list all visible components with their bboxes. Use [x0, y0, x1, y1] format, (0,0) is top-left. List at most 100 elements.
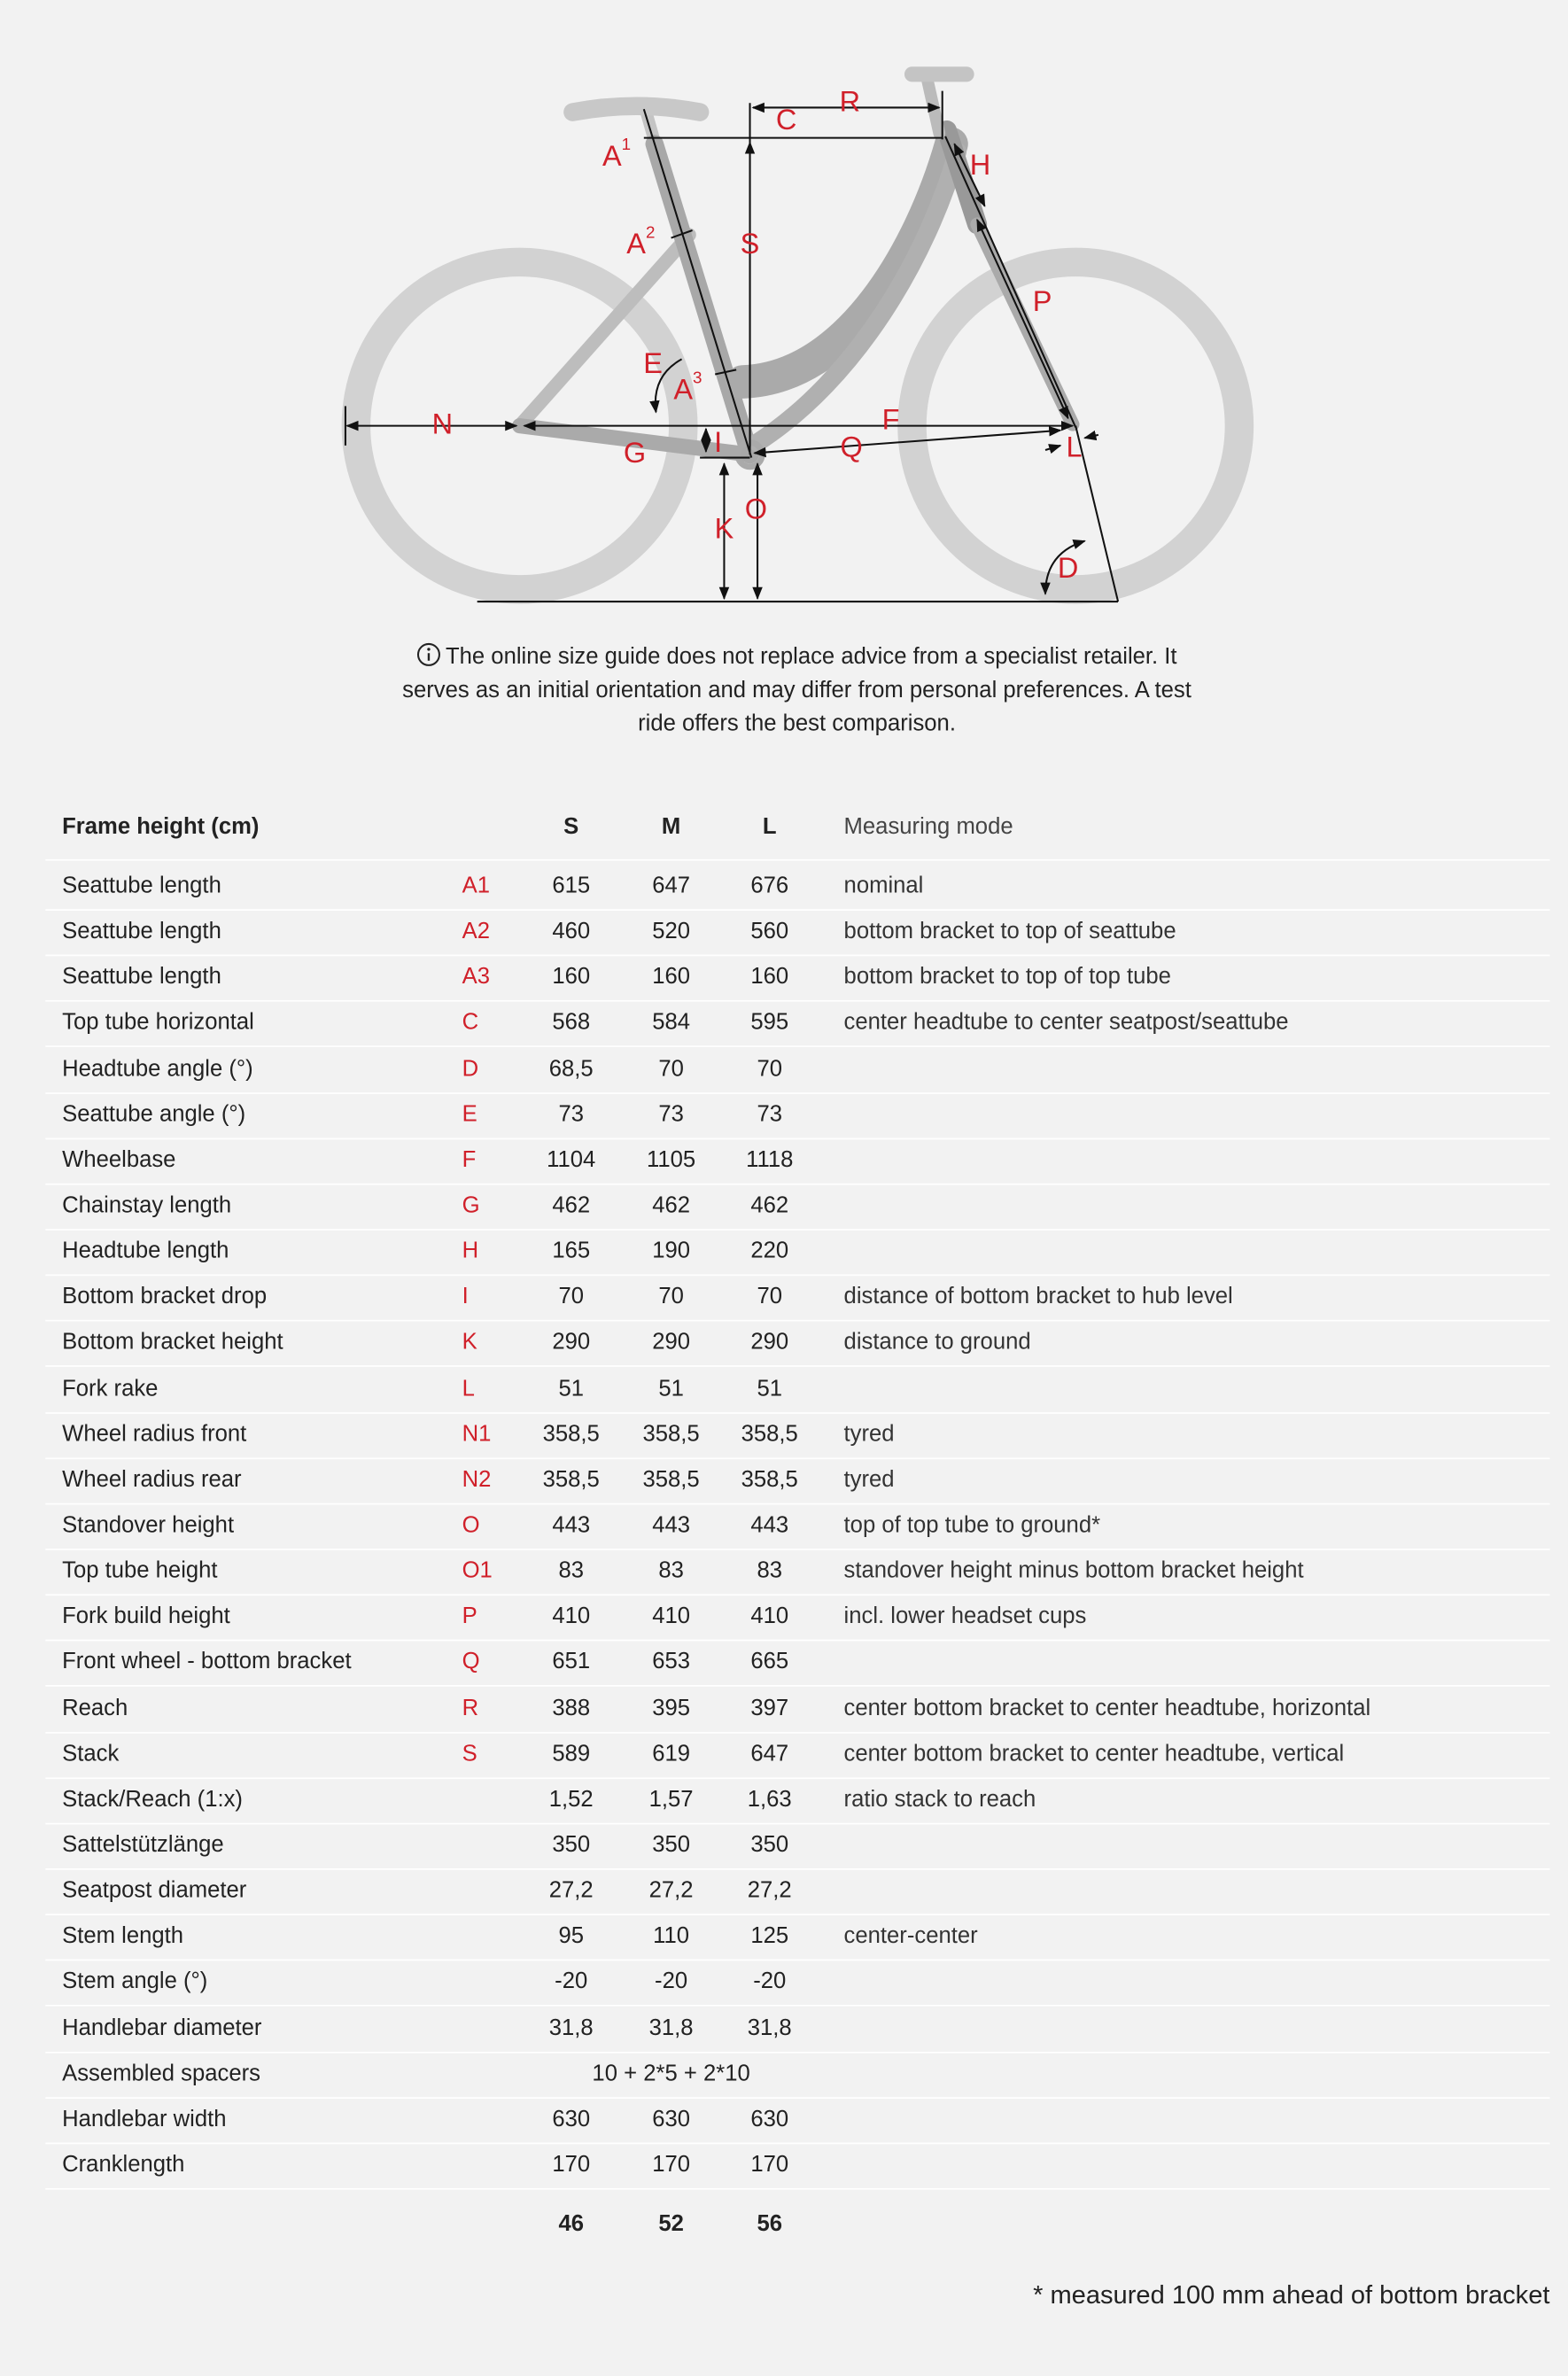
- row-value: 410: [652, 1603, 690, 1630]
- row-name: Cranklength: [62, 2151, 185, 2178]
- row-value: 70: [658, 1284, 684, 1310]
- label-letter: A: [602, 139, 622, 171]
- row-value: 568: [552, 1009, 591, 1036]
- row-value: 83: [658, 1557, 684, 1584]
- label-letter: A: [626, 228, 646, 260]
- row-value: 31,8: [648, 2015, 694, 2041]
- row-mode: center bottom bracket to center headtube…: [843, 1695, 1371, 1721]
- row-divider: [45, 1138, 1550, 1139]
- dimension-label: D: [1058, 552, 1078, 584]
- row-code: H: [462, 1238, 479, 1264]
- row-code: A3: [462, 964, 490, 990]
- row-value: 443: [552, 1511, 591, 1539]
- dimension-label: I: [714, 426, 722, 458]
- row-name: Wheelbase: [62, 1146, 176, 1173]
- row-value: 520: [652, 918, 690, 944]
- row-value: -20: [555, 1968, 588, 1995]
- row-divider: [45, 1000, 1550, 1003]
- label-letter: P: [1033, 285, 1052, 317]
- label-letter: R: [840, 85, 860, 117]
- row-name: Reach: [62, 1695, 128, 1721]
- row-value: 27,2: [548, 1877, 594, 1904]
- row-value: 647: [652, 873, 690, 899]
- row-divider: [45, 2005, 1550, 2007]
- row-mode: distance of bottom bracket to hub level: [843, 1284, 1233, 1310]
- shape-line: [976, 218, 1069, 420]
- footnote: * measured 100 mm ahead of bottom bracke…: [1033, 2280, 1550, 2310]
- label-sup: 3: [693, 369, 702, 387]
- row-mode: incl. lower headset cups: [843, 1603, 1087, 1630]
- row-name: Fork rake: [62, 1375, 159, 1402]
- row-value: 70: [658, 1055, 684, 1082]
- row-name: Fork build height: [62, 1603, 230, 1630]
- row-value: 350: [552, 1831, 591, 1858]
- row-divider: [45, 1822, 1550, 1825]
- shape-path: [1040, 539, 1086, 595]
- row-mode: ratio stack to reach: [843, 1786, 1036, 1813]
- row-code: S: [462, 1740, 477, 1766]
- shape-line: [512, 228, 696, 433]
- row-name: Standover height: [62, 1511, 235, 1539]
- info-icon: [417, 642, 441, 666]
- row-value: 73: [658, 1100, 684, 1128]
- header-size: M: [661, 813, 681, 840]
- row-value: 358,5: [542, 1420, 600, 1447]
- row-code: G: [462, 1192, 480, 1219]
- shape-line: [714, 369, 737, 376]
- footer-size: 52: [658, 2210, 684, 2237]
- row-value: 630: [552, 2106, 591, 2132]
- row-divider: [45, 2187, 1550, 2190]
- shape-line: [642, 108, 753, 458]
- dimension-label: L: [1066, 431, 1082, 462]
- row-value: -20: [655, 1968, 688, 1995]
- row-value: 83: [558, 1557, 584, 1584]
- label-letter: C: [776, 103, 796, 135]
- row-name: Headtube angle (°): [62, 1055, 253, 1082]
- row-value: 460: [552, 918, 591, 944]
- note-text: The online size guide does not replace a…: [402, 643, 1192, 737]
- row-code: A2: [462, 918, 490, 944]
- row-value: 73: [757, 1100, 783, 1128]
- row-value: 1,52: [548, 1786, 594, 1813]
- bike-frame: [341, 66, 1254, 604]
- row-divider: [45, 1365, 1550, 1368]
- row-value: 358,5: [642, 1466, 700, 1493]
- row-value: 290: [750, 1329, 789, 1355]
- row-name: Seattube angle (°): [62, 1100, 246, 1128]
- dimension-label: P: [1033, 285, 1052, 317]
- row-name: Seattube length: [62, 918, 221, 944]
- shape-line: [1083, 430, 1099, 441]
- row-code: D: [462, 1055, 479, 1082]
- row-value: 31,8: [747, 2015, 792, 2041]
- dimension-label: K: [715, 512, 734, 544]
- shape-line: [920, 73, 946, 140]
- row-name: Assembled spacers: [62, 2060, 260, 2086]
- row-mode: standover height minus bottom bracket he…: [843, 1557, 1304, 1584]
- row-value: 630: [750, 2106, 789, 2132]
- label-letter: I: [714, 426, 722, 458]
- label-sup: 1: [622, 135, 631, 153]
- dimension-label: E: [643, 347, 663, 379]
- shape-path: [563, 97, 710, 121]
- row-value: 160: [750, 964, 789, 990]
- row-value: 462: [750, 1192, 789, 1219]
- row-value: 51: [757, 1375, 783, 1402]
- row-value: 68,5: [548, 1055, 594, 1082]
- row-divider: [45, 1549, 1550, 1550]
- row-code: I: [462, 1284, 469, 1310]
- row-code: N2: [462, 1466, 492, 1493]
- row-name: Stem length: [62, 1922, 184, 1950]
- info-note: The online size guide does not replace a…: [397, 641, 1197, 742]
- row-value: 31,8: [548, 2015, 594, 2041]
- row-code: Q: [462, 1649, 480, 1675]
- footer-size: 56: [757, 2210, 783, 2237]
- row-code: F: [462, 1146, 477, 1173]
- row-value: 589: [552, 1740, 591, 1766]
- row-value: 350: [750, 1831, 789, 1858]
- row-value: 10 + 2*5 + 2*10: [592, 2060, 750, 2086]
- row-value: 290: [552, 1329, 591, 1355]
- row-value: 70: [757, 1055, 783, 1082]
- row-value: 95: [558, 1922, 584, 1950]
- row-value: 595: [750, 1009, 789, 1036]
- row-divider: [45, 1960, 1550, 1961]
